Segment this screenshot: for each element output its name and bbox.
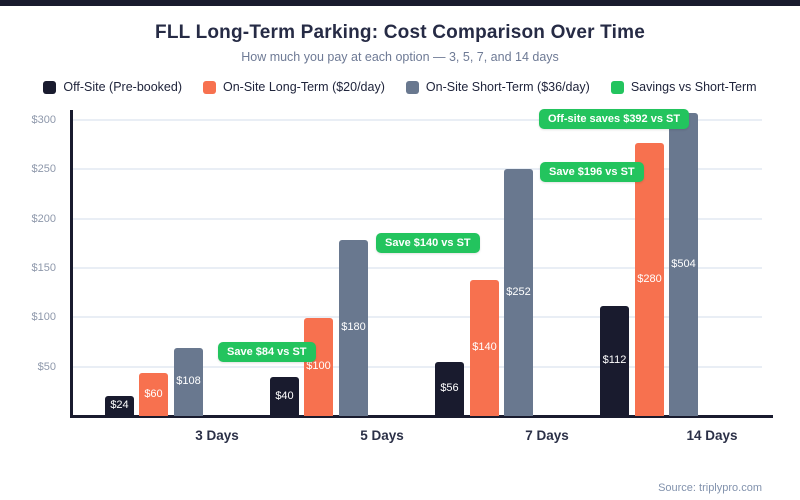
y-axis-tick-label: $50 — [37, 361, 56, 373]
bar — [339, 240, 368, 416]
y-axis-tick-label: $200 — [31, 213, 56, 225]
y-axis-tick-label: $250 — [31, 163, 56, 175]
gridline — [72, 218, 762, 220]
bar-value-label: $140 — [472, 341, 497, 353]
bar — [470, 280, 499, 416]
savings-badge: Save $140 vs ST — [376, 233, 480, 253]
bar — [139, 373, 168, 416]
bar — [600, 306, 629, 416]
bar — [105, 396, 134, 416]
chart-subtitle: How much you pay at each option — 3, 5, … — [241, 50, 559, 64]
top-accent-bar — [0, 0, 800, 6]
x-axis-category-label: 14 Days — [686, 428, 738, 443]
source-attribution: Source: triplypro.com — [658, 482, 762, 494]
y-axis-tick-label: $150 — [31, 262, 56, 274]
legend-item: Savings vs Short-Term — [610, 80, 757, 94]
legend-swatch — [203, 80, 216, 94]
bar — [635, 143, 664, 416]
gridline — [72, 168, 762, 170]
bar-value-label: $40 — [275, 390, 294, 402]
gridline — [72, 119, 762, 121]
savings-badge: Off-site saves $392 vs ST — [539, 109, 690, 129]
bar-value-label: $108 — [176, 375, 201, 387]
legend-swatch — [405, 80, 419, 94]
bar-value-label: $504 — [671, 258, 696, 270]
bar — [669, 113, 698, 416]
y-axis-line — [70, 110, 73, 418]
legend-swatch — [43, 80, 57, 94]
bar-value-label: $280 — [637, 273, 662, 285]
bar — [504, 169, 533, 416]
bar-value-label: $56 — [440, 382, 459, 394]
x-axis-category-label: 5 Days — [360, 428, 404, 443]
x-axis-category-label: 3 Days — [195, 428, 239, 443]
savings-badge: Save $196 vs ST — [540, 162, 644, 182]
chart-title: FLL Long-Term Parking: Cost Comparison O… — [155, 22, 645, 43]
gridline — [72, 316, 762, 318]
gridline — [72, 366, 762, 368]
legend-label: Savings vs Short-Term — [630, 80, 757, 94]
bar-value-label: $112 — [602, 354, 627, 366]
bar-value-label: $180 — [341, 321, 366, 333]
legend: Off-Site (Pre-booked) On-Site Long-Term (… — [0, 78, 800, 96]
bar-value-label: $100 — [306, 360, 331, 372]
legend-label: Off-Site (Pre-booked) — [63, 80, 182, 94]
legend-item: On-Site Long-Term ($20/day) — [203, 80, 385, 94]
legend-swatch — [610, 80, 624, 94]
legend-label: On-Site Short-Term ($36/day) — [425, 80, 590, 94]
legend-item: On-Site Short-Term ($36/day) — [405, 80, 590, 94]
legend-label: On-Site Long-Term ($20/day) — [223, 80, 385, 94]
legend-item: Off-Site (Pre-booked) — [43, 80, 182, 94]
y-axis-tick-label: $300 — [31, 114, 56, 126]
y-axis-tick-label: $100 — [31, 311, 56, 323]
x-axis-line — [70, 415, 773, 418]
bar-value-label: $24 — [110, 399, 129, 411]
gridline — [72, 267, 762, 269]
bar — [174, 348, 203, 416]
x-axis-category-label: 7 Days — [525, 428, 569, 443]
savings-badge: Save $84 vs ST — [218, 342, 316, 362]
bar-value-label: $60 — [144, 388, 163, 400]
bar-value-label: $252 — [506, 286, 531, 298]
bar — [304, 318, 333, 416]
bar — [435, 362, 464, 416]
bar — [270, 377, 299, 416]
